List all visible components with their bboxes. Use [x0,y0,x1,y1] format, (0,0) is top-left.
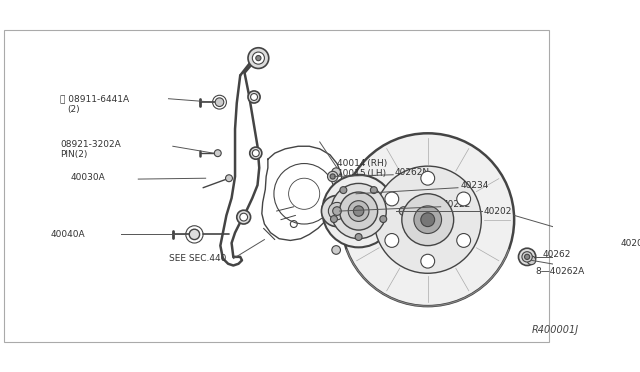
Text: 40014 (RH): 40014 (RH) [337,159,387,168]
Text: 40207: 40207 [620,238,640,247]
Circle shape [256,55,261,61]
Circle shape [341,133,514,306]
Circle shape [214,150,221,157]
Text: 40262: 40262 [543,250,571,259]
Circle shape [348,201,369,221]
Circle shape [330,174,335,179]
Circle shape [333,207,341,215]
Circle shape [328,202,346,220]
Circle shape [237,210,251,224]
Text: R400001J: R400001J [531,325,579,335]
Circle shape [215,98,224,106]
Circle shape [252,52,264,64]
Circle shape [380,216,387,222]
Text: 40030A: 40030A [71,173,106,182]
Circle shape [251,93,257,100]
Circle shape [385,234,399,247]
Circle shape [328,171,338,182]
Text: 40202: 40202 [484,206,512,215]
Circle shape [331,183,387,239]
Circle shape [323,175,395,247]
Text: PIN(2): PIN(2) [61,150,88,159]
Text: 8—40262A: 8—40262A [536,267,585,276]
Circle shape [518,248,536,266]
Circle shape [374,166,481,273]
Circle shape [248,91,260,103]
Circle shape [414,206,442,234]
Circle shape [252,150,259,157]
Circle shape [250,147,262,159]
Text: 40234: 40234 [461,181,489,190]
Circle shape [525,254,530,259]
Circle shape [332,168,340,176]
Circle shape [421,254,435,268]
Circle shape [355,234,362,240]
Circle shape [353,206,364,216]
Circle shape [248,48,269,68]
Text: (2): (2) [67,105,80,115]
Circle shape [385,192,399,206]
Circle shape [522,252,532,262]
Text: Ⓝ 08911-6441A: Ⓝ 08911-6441A [61,94,130,103]
Text: 40262N: 40262N [395,168,430,177]
Circle shape [340,192,378,230]
Text: 40040A: 40040A [50,230,84,239]
Text: SEE SEC.440: SEE SEC.440 [168,254,226,263]
Circle shape [371,187,378,193]
Circle shape [399,207,408,215]
Circle shape [321,196,353,227]
Circle shape [402,194,454,246]
Circle shape [421,171,435,185]
Circle shape [330,216,337,222]
Circle shape [457,234,470,247]
Circle shape [240,213,248,221]
Circle shape [332,246,340,254]
Text: 40015 (LH): 40015 (LH) [337,169,386,179]
Text: 08921-3202A: 08921-3202A [61,140,121,149]
Text: 40222: 40222 [442,200,470,209]
Circle shape [457,192,470,206]
Circle shape [225,175,232,182]
Circle shape [527,256,536,264]
Circle shape [189,229,200,240]
Circle shape [340,187,347,193]
Circle shape [421,213,435,227]
